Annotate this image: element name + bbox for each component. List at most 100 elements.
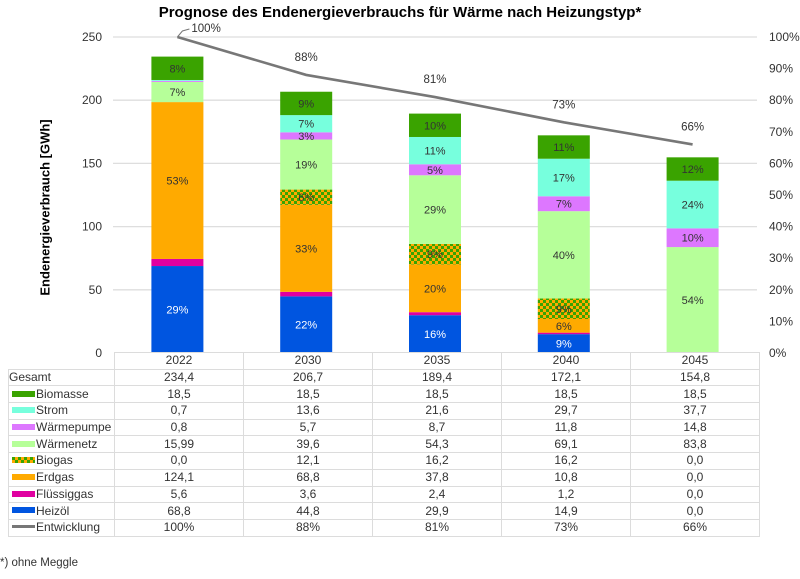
bar-segment — [666, 157, 719, 181]
y-tick-label: 150 — [82, 156, 102, 170]
bar-segment-label: 9% — [556, 304, 572, 316]
table-cell: 88% — [243, 518, 373, 537]
table-row: Wärmepumpe 0,8 5,7 8,7 11,8 14,8 — [8, 418, 760, 437]
y2-tick-label: 100% — [769, 30, 800, 44]
bar-segment — [409, 264, 461, 313]
development-line-label: 81% — [423, 74, 446, 86]
legend-swatch-biomasse — [12, 390, 35, 397]
bar-segment-label: 8% — [169, 63, 185, 75]
development-line-label: 73% — [552, 99, 575, 111]
bar-segment — [151, 56, 204, 80]
bar-segment — [151, 266, 204, 353]
table-row: Strom 0,7 13,6 21,6 29,7 37,7 — [8, 402, 760, 420]
bar-segment — [280, 204, 333, 292]
legend-swatch-waermepumpe — [12, 423, 35, 430]
table-cell: 16,2 — [501, 452, 631, 470]
row-label-text: Wärmenetz — [36, 436, 98, 451]
bar-segment — [280, 132, 333, 140]
bar-segment — [280, 291, 333, 297]
development-line-label: 100% — [191, 23, 220, 35]
table-cell: 18,5 — [501, 385, 631, 404]
bar-segment — [409, 113, 461, 137]
y2-tick-label: 90% — [769, 62, 793, 76]
table-cell: 124,1 — [114, 468, 244, 487]
table-cell: 100% — [114, 518, 244, 537]
legend-swatch-biogas — [12, 457, 35, 464]
table-cell: 37,8 — [372, 468, 502, 487]
bar-segment — [409, 243, 461, 265]
development-line-label: 66% — [681, 121, 704, 133]
table-cell: 83,8 — [630, 435, 760, 454]
table-cell: 10,8 — [501, 468, 631, 487]
bar-segment — [409, 315, 461, 353]
bar-segment-label: 29% — [166, 305, 188, 317]
table-row-label: Flüssiggas — [8, 485, 115, 504]
bar-segment-label: 9% — [427, 249, 443, 261]
y2-tick-label: 30% — [769, 251, 793, 265]
table-cell: 234,4 — [114, 368, 244, 387]
y2-tick-label: 0% — [769, 346, 787, 360]
bar-segment-label: 5% — [427, 165, 443, 177]
table-cell: 14,9 — [501, 502, 631, 520]
bar-stack: 54% 10% 24% 12% — [666, 157, 719, 353]
y2-tick-label: 50% — [769, 188, 793, 202]
chart-title: Prognose des Endenergieverbrauchs für Wä… — [158, 4, 642, 21]
bar-segment — [151, 79, 204, 81]
table-year-header: 2022 — [114, 352, 244, 370]
table-cell: 5,7 — [243, 418, 373, 437]
y2-tick-label: 80% — [769, 93, 793, 107]
bar-segment-label: 7% — [556, 199, 572, 211]
stacked-bars: 29%53%7%8%22%33%6%19%3%7%9%16%20%9%29%5%… — [151, 56, 719, 353]
bar-segment — [409, 312, 461, 316]
bar-stack: 9% 6% 9% 40% 7% 17% 11% — [537, 135, 590, 353]
bar-segment — [537, 196, 590, 212]
bar-segment — [666, 247, 719, 353]
bar-segment — [666, 228, 719, 248]
bar-segment-label: 7% — [298, 119, 314, 131]
bar-segment-label: 53% — [166, 176, 188, 188]
row-label-text: Heizöl — [36, 503, 70, 518]
bar-segment-label: 22% — [295, 320, 317, 332]
bar-segment-label: 12% — [682, 164, 704, 176]
table-row: Gesamt 234,4 206,7 189,4 172,1 154,8 — [8, 368, 760, 387]
table-cell: 81% — [372, 518, 502, 537]
row-label-text: Wärmepumpe — [36, 420, 112, 435]
table-cell: 29,7 — [501, 402, 631, 420]
table-row-label: Erdgas — [8, 468, 115, 487]
row-label-text: Strom — [36, 403, 69, 418]
table-row-label: Heizöl — [8, 502, 115, 520]
bar-segment-label: 29% — [424, 205, 446, 217]
development-line: 100% 88% 81% 73% 66% — [177, 23, 704, 146]
bar-stack: 22% 33% 6% 19% 3%7% 9% — [280, 91, 333, 353]
table-row-label: Strom — [8, 402, 115, 420]
row-label-text: Biomasse — [36, 386, 89, 401]
table-cell: 18,5 — [372, 385, 502, 404]
bar-segment — [409, 164, 461, 176]
table-cell: 172,1 — [501, 368, 631, 387]
label-leader-line — [177, 28, 190, 38]
bar-segment — [280, 115, 333, 133]
table-cell: 189,4 — [372, 368, 502, 387]
legend-swatch-erdgas — [12, 473, 35, 480]
bar-segment — [151, 80, 204, 82]
table-row-label: Wärmenetz — [8, 435, 115, 454]
bar-segment-label: 11% — [553, 142, 574, 154]
bar-segment-label: 40% — [553, 250, 575, 262]
table-cell: 18,5 — [630, 385, 760, 404]
table-cell: 15,99 — [114, 435, 244, 454]
table-cell: 18,5 — [243, 385, 373, 404]
table-cell: 37,7 — [630, 402, 760, 420]
y2-tick-label: 20% — [769, 283, 793, 297]
table-cell: 68,8 — [114, 502, 244, 520]
table-cell: 11,8 — [501, 418, 631, 437]
y-tick-label: 250 — [82, 30, 102, 44]
bar-segment — [151, 102, 204, 259]
table-cell: 154,8 — [630, 368, 760, 387]
bar-segment — [151, 81, 204, 103]
table-row: Wärmenetz 15,99 39,6 54,3 69,1 83,8 — [8, 435, 760, 454]
table-cell: 68,8 — [243, 468, 373, 487]
y-tick-label: 50 — [89, 283, 103, 297]
table-cell: 206,7 — [243, 368, 373, 387]
table-cell: 29,9 — [372, 502, 502, 520]
